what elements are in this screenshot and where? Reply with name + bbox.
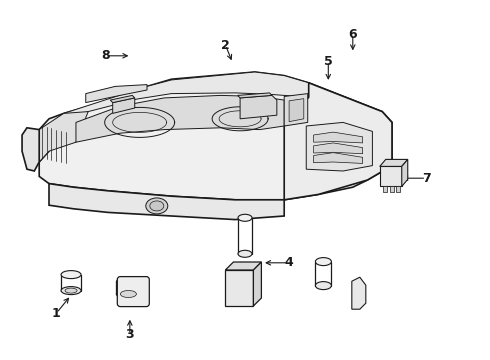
Polygon shape <box>64 72 309 121</box>
Text: 8: 8 <box>101 49 110 62</box>
Ellipse shape <box>61 287 81 294</box>
Polygon shape <box>225 262 261 270</box>
Ellipse shape <box>316 258 331 266</box>
Polygon shape <box>284 83 392 200</box>
Ellipse shape <box>238 250 252 257</box>
Ellipse shape <box>316 282 331 289</box>
Polygon shape <box>39 112 88 162</box>
Polygon shape <box>76 95 284 142</box>
Bar <box>390 186 394 192</box>
Polygon shape <box>238 93 272 98</box>
Polygon shape <box>253 262 261 306</box>
FancyBboxPatch shape <box>117 276 149 307</box>
Text: 2: 2 <box>221 39 230 51</box>
Text: 1: 1 <box>52 307 61 320</box>
Polygon shape <box>113 98 135 113</box>
Ellipse shape <box>117 289 140 299</box>
Polygon shape <box>110 95 135 103</box>
Polygon shape <box>289 99 304 122</box>
Text: 6: 6 <box>348 28 357 41</box>
Polygon shape <box>352 277 366 309</box>
Ellipse shape <box>121 291 136 297</box>
Polygon shape <box>380 166 402 186</box>
Text: 3: 3 <box>125 328 134 341</box>
Polygon shape <box>240 95 277 119</box>
Text: 4: 4 <box>285 256 294 269</box>
Polygon shape <box>314 153 363 163</box>
Ellipse shape <box>117 277 140 287</box>
Polygon shape <box>380 159 408 166</box>
Polygon shape <box>402 159 408 186</box>
Polygon shape <box>284 94 308 126</box>
Polygon shape <box>314 132 363 143</box>
Polygon shape <box>314 143 363 154</box>
Ellipse shape <box>146 198 168 214</box>
Text: 5: 5 <box>324 55 333 68</box>
Polygon shape <box>225 270 253 306</box>
Polygon shape <box>306 122 372 171</box>
Ellipse shape <box>65 288 77 293</box>
Polygon shape <box>86 85 147 103</box>
Polygon shape <box>22 128 39 171</box>
Bar <box>396 186 400 192</box>
Ellipse shape <box>238 214 252 221</box>
Ellipse shape <box>150 201 164 211</box>
Polygon shape <box>39 72 392 200</box>
Text: 7: 7 <box>422 172 431 185</box>
Polygon shape <box>49 184 284 220</box>
Ellipse shape <box>61 271 81 279</box>
Bar <box>383 186 387 192</box>
